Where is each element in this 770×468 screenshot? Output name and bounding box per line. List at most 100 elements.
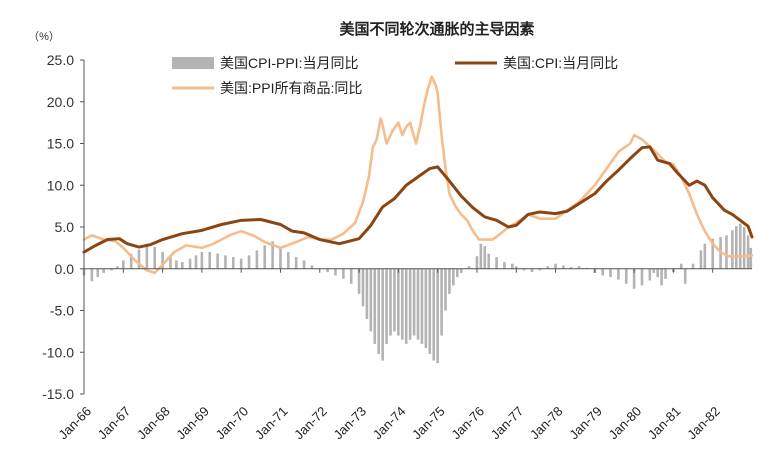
bar — [239, 258, 243, 269]
y-tick-label: -10.0 — [42, 344, 74, 360]
bar — [648, 268, 652, 281]
legend-label: 美国:CPI:当月同比 — [503, 55, 618, 71]
y-tick-label: 5.0 — [55, 219, 75, 235]
bar — [153, 247, 157, 269]
x-tick-label: Jan-73 — [330, 404, 369, 443]
x-tick-label: Jan-77 — [488, 404, 527, 443]
bar — [514, 266, 518, 269]
bar — [538, 268, 542, 271]
bar — [216, 253, 219, 269]
bar — [746, 235, 750, 269]
x-tick-label: Jan-72 — [291, 404, 330, 443]
bar — [102, 268, 105, 273]
x-tick-label: Jan-76 — [448, 404, 487, 443]
bar — [200, 252, 204, 269]
x-tick-label: Jan-74 — [370, 404, 409, 443]
cpi-line — [82, 145, 754, 254]
bar — [731, 230, 734, 269]
bar — [247, 255, 251, 269]
bar — [679, 263, 683, 269]
bar — [287, 252, 290, 269]
x-tick-label: Jan-69 — [173, 404, 212, 443]
y-tick-label: 25.0 — [47, 52, 74, 68]
bar — [169, 257, 172, 269]
x-tick-label: Jan-78 — [527, 404, 566, 443]
bar — [569, 267, 573, 269]
bar — [129, 253, 133, 269]
bar — [96, 268, 100, 278]
x-tick-label: Jan-81 — [645, 404, 684, 443]
bar — [683, 268, 687, 284]
bar — [188, 258, 192, 269]
y-tick-label: 15.0 — [47, 136, 74, 152]
bar — [467, 266, 471, 269]
bar — [255, 250, 259, 269]
x-tick-label: Jan-80 — [606, 404, 645, 443]
bar — [699, 250, 703, 269]
bar — [302, 260, 306, 269]
bar — [432, 268, 436, 361]
bar — [389, 268, 392, 336]
bar — [263, 245, 267, 269]
bar — [161, 252, 164, 269]
bar — [377, 268, 381, 354]
bar — [385, 268, 388, 344]
bar — [121, 260, 125, 269]
bar — [546, 266, 549, 269]
y-tick-label: 10.0 — [47, 177, 74, 193]
bar — [180, 262, 184, 269]
bar — [416, 268, 420, 340]
line-series-layer — [82, 75, 754, 275]
x-tick-label: Jan-67 — [95, 404, 134, 443]
bar — [194, 255, 198, 269]
bar — [522, 268, 526, 271]
bar — [487, 253, 491, 269]
bar — [145, 243, 149, 269]
legend-swatch-bar — [172, 57, 214, 69]
bar — [208, 252, 212, 269]
y-tick-label: 0.0 — [55, 261, 75, 277]
bar — [440, 268, 443, 336]
bar — [412, 268, 416, 336]
bar — [279, 247, 282, 269]
bar — [334, 268, 337, 276]
bar — [475, 256, 479, 269]
y-tick-label: 20.0 — [47, 94, 74, 110]
bar — [530, 268, 534, 273]
bar — [137, 249, 141, 269]
bar — [224, 255, 227, 269]
bar — [400, 268, 404, 340]
bar — [404, 268, 408, 344]
bar — [373, 268, 377, 344]
bar — [349, 268, 353, 284]
bar — [738, 223, 742, 269]
bar — [617, 268, 620, 280]
bar — [393, 268, 396, 332]
bar — [294, 257, 298, 269]
bar — [175, 260, 178, 269]
bar — [703, 243, 707, 269]
x-tick-label: Jan-82 — [684, 404, 723, 443]
bar — [479, 243, 483, 269]
x-tick-label: Jan-75 — [409, 404, 448, 443]
x-tick-label: Jan-71 — [252, 404, 291, 443]
bar — [742, 227, 746, 269]
unit-label: （%） — [28, 30, 60, 43]
bar — [444, 268, 447, 311]
bar — [459, 268, 463, 273]
bar — [310, 265, 314, 269]
bar — [503, 262, 506, 269]
ppi-line — [82, 75, 754, 275]
bar — [511, 263, 514, 269]
y-tick-label: -5.0 — [50, 303, 74, 319]
bar — [455, 268, 459, 278]
bar — [428, 268, 432, 354]
bar — [436, 268, 439, 364]
legend-label: 美国:PPI所有商品:同比 — [220, 80, 362, 96]
bar — [660, 268, 663, 286]
bar — [342, 268, 345, 279]
bar — [691, 263, 695, 269]
